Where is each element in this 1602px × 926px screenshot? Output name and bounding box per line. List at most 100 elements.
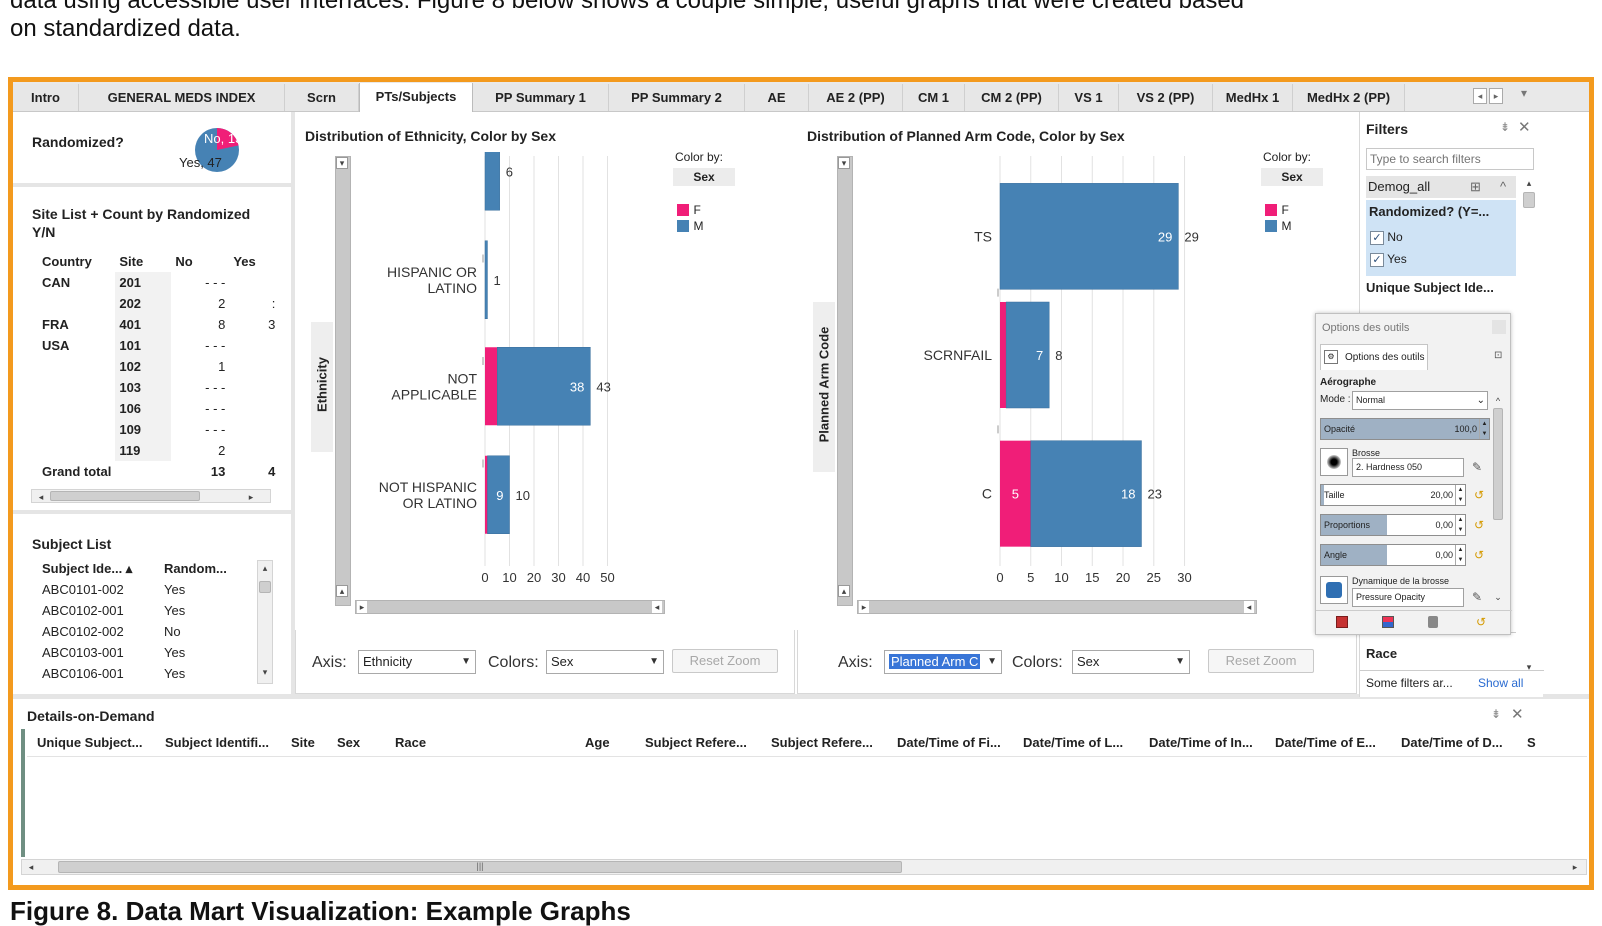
close-icon[interactable]: ✕ xyxy=(1518,119,1531,136)
details-column-header[interactable]: Date/Time of L... xyxy=(1023,735,1124,750)
tab-menu-icon[interactable]: ⊡ xyxy=(1494,350,1503,361)
scroll-left-icon[interactable]: ◂ xyxy=(38,492,44,502)
scroll-left-icon[interactable]: ◂ xyxy=(28,862,34,872)
col-subject-id[interactable]: Subject Ide... ▴ xyxy=(42,560,133,576)
bar-m[interactable] xyxy=(1005,301,1050,409)
details-column-header[interactable]: Age xyxy=(585,735,610,750)
bar-m[interactable] xyxy=(484,240,488,319)
scroll-down-icon[interactable]: ▾ xyxy=(1526,662,1532,672)
tab-10[interactable]: VS 1 xyxy=(1059,84,1119,111)
checkbox-checked-icon[interactable]: ✓ xyxy=(1370,230,1384,245)
tab-7[interactable]: AE 2 (PP) xyxy=(809,84,903,111)
checkbox-checked-icon[interactable]: ✓ xyxy=(1370,252,1384,267)
tab-9[interactable]: CM 2 (PP) xyxy=(965,84,1059,111)
scroll-right-icon[interactable]: ◂ xyxy=(652,601,662,613)
tool-options-tab[interactable]: ⚙ Options des outils xyxy=(1320,344,1428,370)
chart2-plot[interactable]: 0 5 10 15 20 25 30 TS 29 29 SCRNFAIL 7 8 C 18 5 23 xyxy=(857,152,1237,592)
tab-next-icon[interactable]: ▸ xyxy=(1489,88,1503,104)
spin-icon[interactable]: ▲ ▼ xyxy=(1455,485,1465,505)
tab-13[interactable]: MedHx 2 (PP) xyxy=(1293,84,1405,111)
save-icon[interactable] xyxy=(1336,616,1348,628)
chart2-legend-f[interactable]: F xyxy=(1265,201,1289,219)
chart1-reset-zoom-button[interactable]: Reset Zoom xyxy=(672,649,778,673)
chart2-legend-m[interactable]: M xyxy=(1265,217,1291,235)
bar-m[interactable] xyxy=(484,152,500,211)
angle-slider[interactable]: Angle 0,00 ▲ ▼ xyxy=(1320,544,1466,566)
table-row[interactable]: USA 101 - - - xyxy=(38,335,279,356)
scroll-down-icon[interactable]: ⌄ xyxy=(1494,592,1502,602)
scroll-down-icon[interactable]: ▴ xyxy=(838,585,850,597)
scroll-down-icon[interactable]: ▾ xyxy=(262,667,268,677)
details-hscroll[interactable]: ◂ ||| ▸ xyxy=(21,859,1587,875)
close-icon[interactable] xyxy=(1492,320,1506,334)
chart2-colors-select[interactable]: Sex ▼ xyxy=(1072,650,1190,674)
scroll-thumb[interactable] xyxy=(1523,192,1535,208)
filter-option-yes[interactable]: ✓ Yes xyxy=(1370,252,1407,267)
filter-search-input[interactable] xyxy=(1366,148,1534,170)
pin-icon[interactable]: ⇟ xyxy=(1491,707,1502,721)
details-column-header[interactable]: Subject Refere... xyxy=(645,735,747,750)
scroll-up-icon[interactable]: ▾ xyxy=(336,157,348,169)
brush-preview[interactable] xyxy=(1320,448,1348,476)
table-row[interactable]: 103 - - - xyxy=(38,377,279,398)
spin-icon[interactable]: ▲ ▼ xyxy=(1455,545,1465,565)
chart2-hscroll[interactable]: ▸ ◂ xyxy=(857,600,1257,614)
tab-menu-icon[interactable]: ▾ xyxy=(1521,86,1528,100)
table-row[interactable]: 202 2: xyxy=(38,293,279,314)
details-column-header[interactable]: Date/Time of D... xyxy=(1401,735,1503,750)
list-item[interactable]: ABC0103-001 Yes xyxy=(38,642,240,663)
table-row[interactable]: CAN 201 - - - xyxy=(38,272,279,293)
pie-slice-no[interactable] xyxy=(217,128,239,150)
scroll-right-icon[interactable]: ▸ xyxy=(248,492,254,502)
details-column-header[interactable]: Sex xyxy=(337,735,361,750)
scroll-up-icon[interactable]: ▾ xyxy=(838,157,850,169)
edit-icon[interactable]: ✎ xyxy=(1472,460,1483,474)
table-row[interactable]: 109 - - - xyxy=(38,419,279,440)
size-slider[interactable]: Taille 20,00 ▲ ▼ xyxy=(1320,484,1466,506)
spin-icon[interactable]: ▲ ▼ xyxy=(1455,515,1465,535)
bar-f[interactable] xyxy=(1000,440,1031,547)
list-item[interactable]: ABC0101-002 Yes xyxy=(38,579,240,600)
chart1-axis-select[interactable]: Ethnicity ▼ xyxy=(358,650,476,674)
details-column-header[interactable]: Unique Subject... xyxy=(37,735,143,750)
tab-0[interactable]: Intro xyxy=(13,84,79,111)
tab-3[interactable]: PTs/Subjects xyxy=(359,83,473,112)
scroll-right-icon[interactable]: ◂ xyxy=(1244,601,1254,613)
bar-m[interactable] xyxy=(497,347,591,426)
spin-icon[interactable]: ▲ ▼ xyxy=(1479,419,1489,439)
chart1-legend-f[interactable]: F xyxy=(677,201,701,219)
chart1-colors-select[interactable]: Sex ▼ xyxy=(546,650,664,674)
table-row[interactable]: 106 - - - xyxy=(38,398,279,419)
table-row[interactable]: FRA 401 8 3 xyxy=(38,314,279,335)
bar-m[interactable] xyxy=(1030,440,1142,547)
filters-vscroll[interactable]: ▴ ▾ xyxy=(1522,176,1536,676)
details-column-header[interactable]: Subject Refere... xyxy=(771,735,873,750)
close-icon[interactable]: ✕ xyxy=(1511,706,1524,723)
scroll-thumb[interactable] xyxy=(50,491,200,501)
site-list-hscroll[interactable]: ◂ ▸ xyxy=(31,489,271,503)
tab-6[interactable]: AE xyxy=(745,84,809,111)
reset-icon[interactable]: ↺ xyxy=(1473,548,1485,562)
list-item[interactable]: ABC0102-002 No xyxy=(38,621,240,642)
col-site[interactable]: Site xyxy=(119,254,144,269)
tab-8[interactable]: CM 1 xyxy=(903,84,965,111)
tab-1[interactable]: GENERAL MEDS INDEX xyxy=(79,84,285,111)
scroll-up-icon[interactable]: ▴ xyxy=(262,563,268,573)
col-no[interactable]: No xyxy=(175,254,193,269)
mode-select[interactable]: Normal ⌄ xyxy=(1352,391,1488,410)
bar-m[interactable] xyxy=(999,183,1179,290)
col-randomized[interactable]: Random... xyxy=(164,561,227,576)
col-yes[interactable]: Yes xyxy=(233,254,256,269)
col-country[interactable]: Country xyxy=(42,254,92,269)
tab-11[interactable]: VS 2 (PP) xyxy=(1119,84,1213,111)
tab-5[interactable]: PP Summary 2 xyxy=(609,84,745,111)
chart1-legend-m[interactable]: M xyxy=(677,217,703,235)
scroll-down-icon[interactable]: ▴ xyxy=(336,585,348,597)
pin-icon[interactable]: ⇟ xyxy=(1500,120,1511,134)
delete-icon[interactable] xyxy=(1428,616,1438,628)
scroll-thumb[interactable]: ||| xyxy=(58,861,902,873)
details-column-header[interactable]: Subject Identifi... xyxy=(165,735,270,750)
tab-4[interactable]: PP Summary 1 xyxy=(473,84,609,111)
chart1-legend-field[interactable]: Sex xyxy=(673,168,735,186)
